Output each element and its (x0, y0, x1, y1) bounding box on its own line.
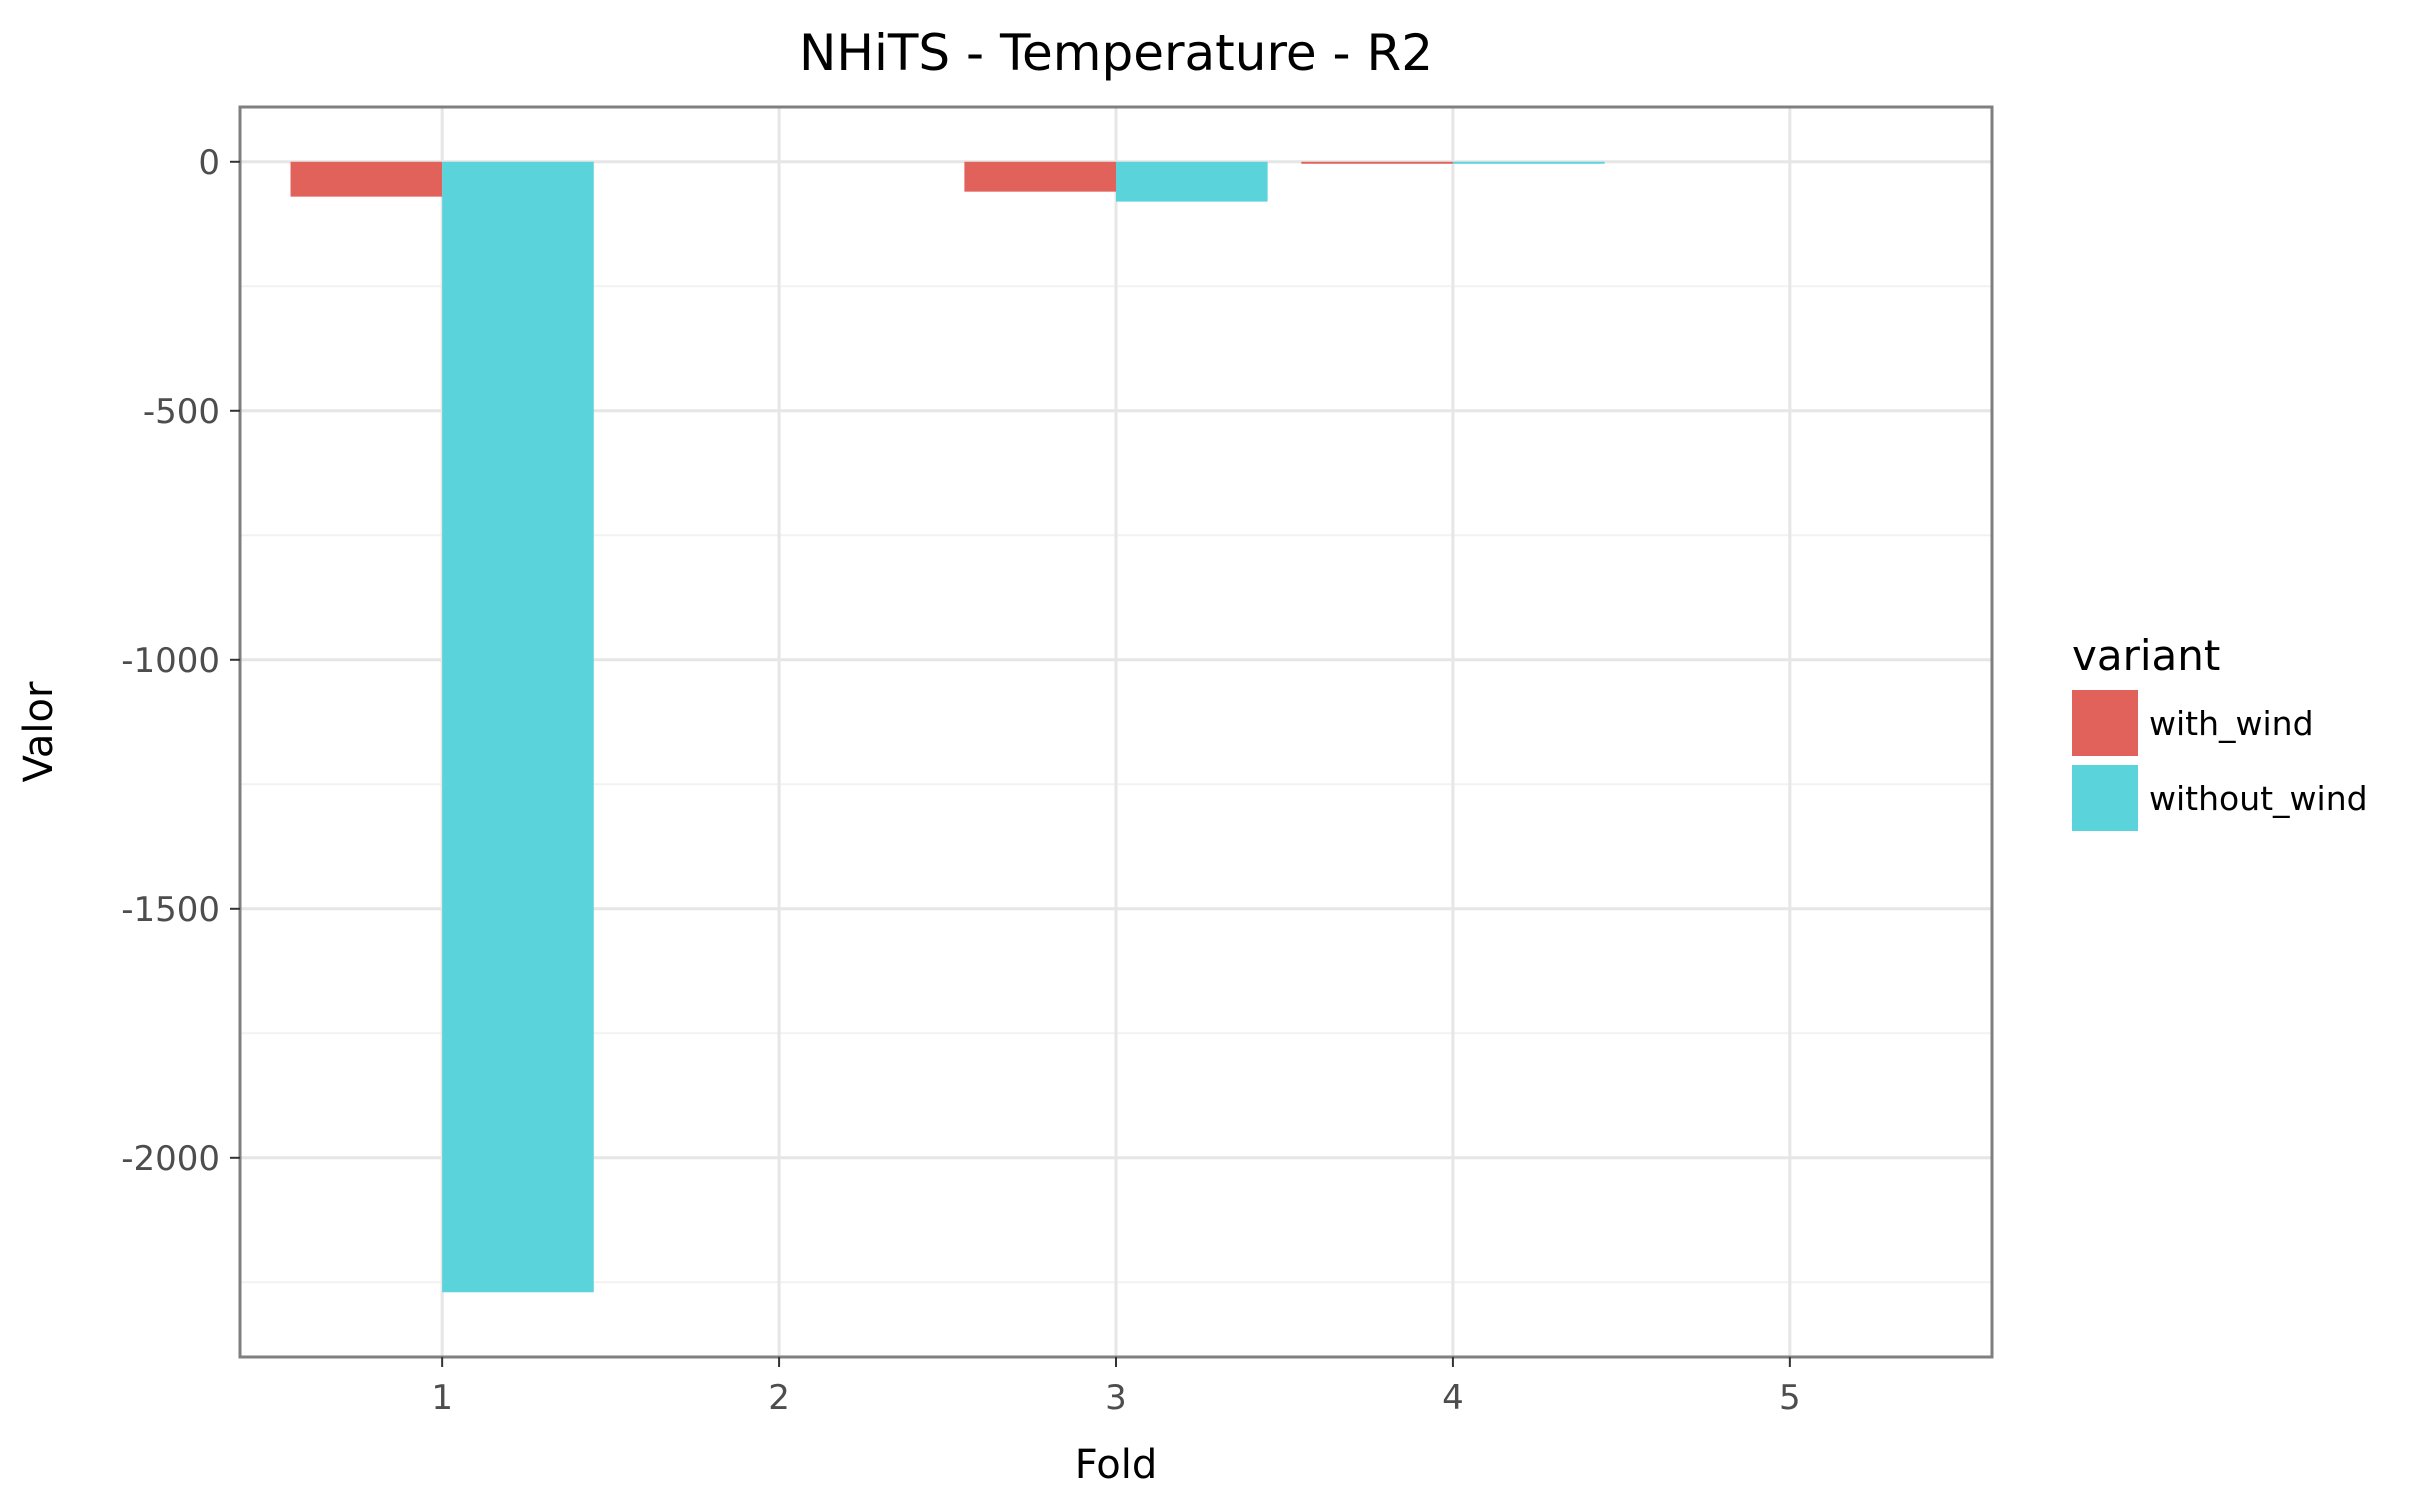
y-tick-label: -1000 (121, 641, 220, 681)
bar-with_wind-fold-3 (964, 161, 1116, 192)
legend-key-with_wind (2072, 690, 2138, 756)
bar-with_wind-fold-1 (290, 161, 443, 197)
bar-with_wind-fold-4 (1301, 161, 1453, 164)
x-tick-label: 1 (431, 1378, 453, 1418)
x-tick-label: 2 (768, 1378, 790, 1418)
legend: variant with_wind without_wind (2072, 631, 2368, 831)
bar-without_wind-fold-4 (1452, 161, 1605, 164)
axis-ticks: 0 -500 -1000 -1500 -2000 1 2 3 4 5 (121, 143, 1800, 1418)
x-tick-label: 3 (1105, 1378, 1127, 1418)
x-axis-title: Fold (1075, 1442, 1158, 1488)
x-tick-label: 4 (1442, 1378, 1464, 1418)
bar-without_wind-fold-1 (442, 161, 594, 1293)
y-tick-label: -2000 (121, 1139, 220, 1179)
bars (290, 161, 1605, 1293)
legend-title: variant (2072, 631, 2220, 680)
legend-label-with_wind: with_wind (2149, 704, 2314, 743)
y-tick-label: -500 (143, 392, 220, 432)
y-axis-title: Valor (16, 681, 62, 782)
legend-label-without_wind: without_wind (2149, 779, 2368, 818)
bar-without_wind-fold-3 (1116, 161, 1268, 202)
y-tick-label: 0 (198, 143, 220, 183)
x-tick-label: 5 (1779, 1378, 1801, 1418)
chart-title: NHiTS - Temperature - R2 (799, 24, 1433, 82)
legend-key-without_wind (2072, 765, 2138, 831)
y-tick-label: -1500 (121, 890, 220, 930)
